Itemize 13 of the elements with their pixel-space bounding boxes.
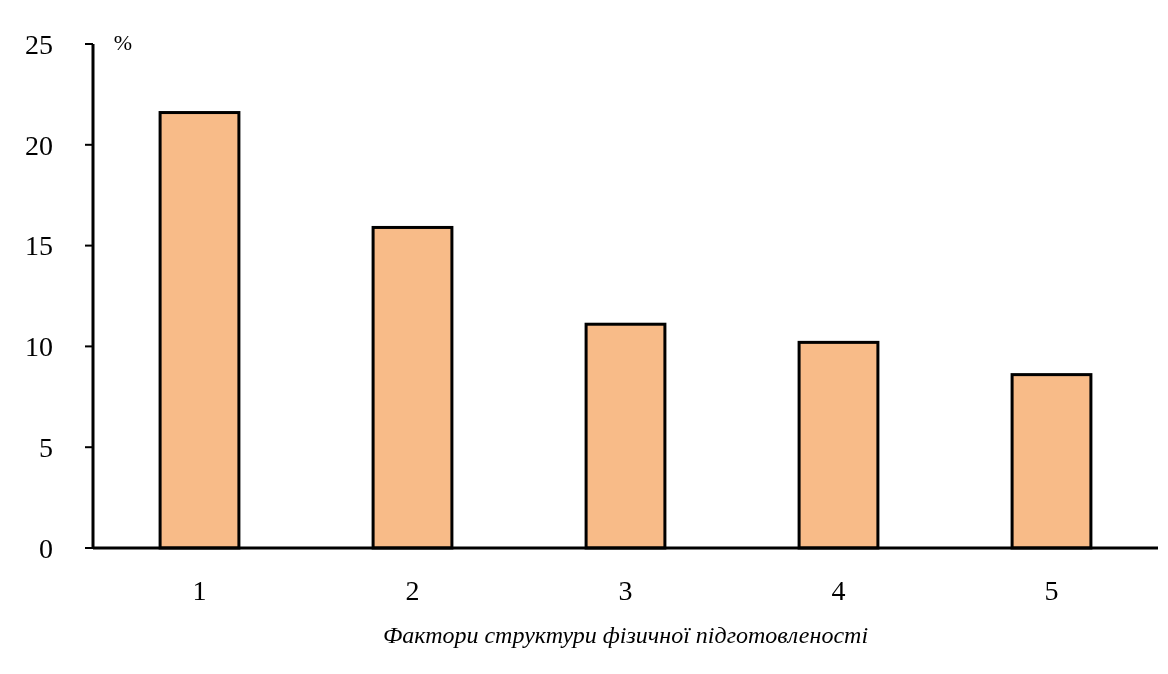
y-tick-label: 5 <box>39 432 53 463</box>
x-axis-title: Фактори структури фізичної підготовленості <box>382 622 869 648</box>
x-tick-label: 1 <box>192 575 207 606</box>
y-tick-label: 25 <box>25 28 53 60</box>
y-tick-label: 20 <box>25 129 53 161</box>
y-axis-title: % <box>113 30 133 55</box>
x-tick-label: 2 <box>405 575 420 606</box>
x-tick-label: 5 <box>1044 575 1059 606</box>
y-tick-label: 15 <box>25 230 53 262</box>
y-tick-label: 10 <box>25 331 53 363</box>
x-tick-label: 4 <box>831 575 846 606</box>
x-tick-label: 3 <box>618 575 633 606</box>
y-tick-label: 0 <box>39 532 53 564</box>
